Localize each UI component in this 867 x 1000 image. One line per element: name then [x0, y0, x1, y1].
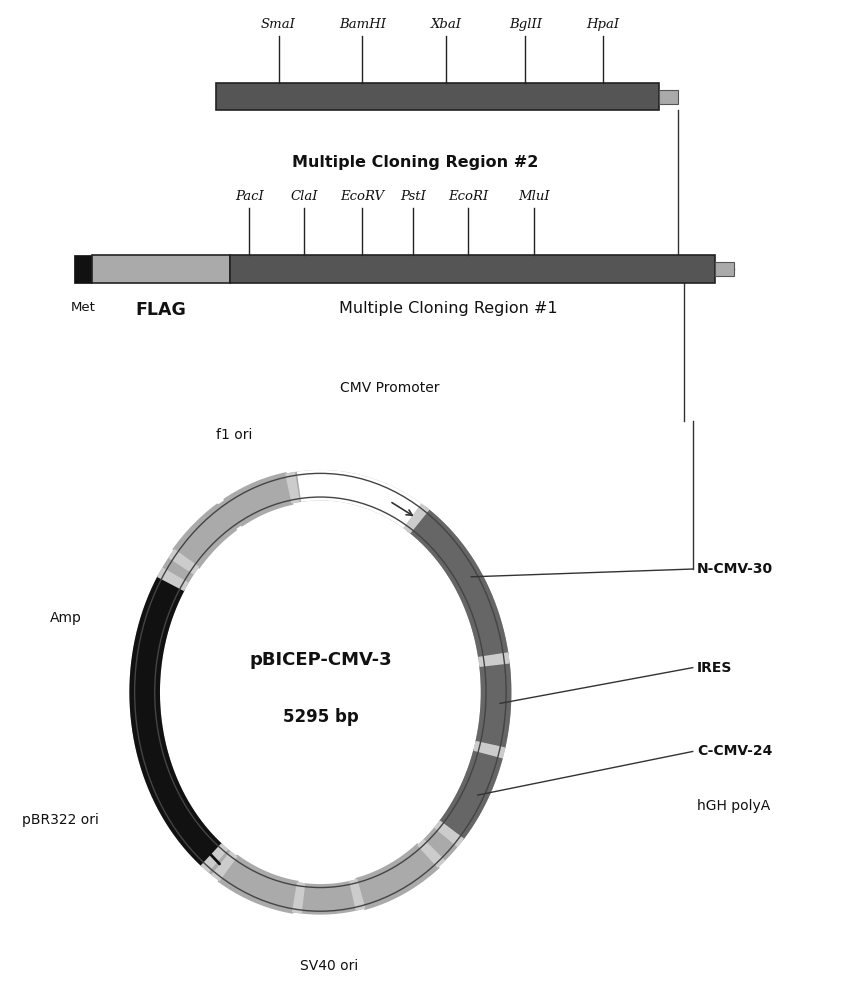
Text: MluI: MluI — [518, 190, 550, 203]
Text: C-CMV-24: C-CMV-24 — [697, 744, 772, 758]
Bar — [92, 255, 230, 283]
Text: Met: Met — [70, 301, 95, 314]
Text: BamHI: BamHI — [339, 18, 386, 31]
Text: SV40 ori: SV40 ori — [300, 959, 358, 973]
Text: hGH polyA: hGH polyA — [697, 799, 770, 813]
Text: PstI: PstI — [401, 190, 427, 203]
Text: pBR322 ori: pBR322 ori — [22, 813, 99, 827]
Text: PacI: PacI — [235, 190, 264, 203]
Text: f1 ori: f1 ori — [216, 428, 252, 442]
Text: SmaI: SmaI — [261, 18, 296, 31]
Text: Multiple Cloning Region #2: Multiple Cloning Region #2 — [292, 155, 538, 170]
Text: pBICEP-CMV-3: pBICEP-CMV-3 — [249, 651, 392, 669]
Text: BglII: BglII — [509, 18, 542, 31]
Bar — [715, 262, 733, 276]
Text: 5295 bp: 5295 bp — [283, 708, 358, 726]
Text: FLAG: FLAG — [135, 301, 186, 319]
Text: EcoRV: EcoRV — [340, 190, 384, 203]
Bar — [216, 83, 659, 110]
Text: XbaI: XbaI — [430, 18, 461, 31]
Bar — [74, 255, 92, 283]
Text: ClaI: ClaI — [290, 190, 318, 203]
Text: Amp: Amp — [50, 611, 81, 625]
Bar — [230, 255, 715, 283]
Text: EcoRI: EcoRI — [448, 190, 489, 203]
Text: Multiple Cloning Region #1: Multiple Cloning Region #1 — [339, 301, 557, 316]
Text: CMV Promoter: CMV Promoter — [340, 381, 440, 395]
Text: HpaI: HpaI — [587, 18, 620, 31]
Text: N-CMV-30: N-CMV-30 — [697, 562, 773, 576]
Text: IRES: IRES — [697, 661, 733, 675]
Bar — [659, 90, 678, 104]
